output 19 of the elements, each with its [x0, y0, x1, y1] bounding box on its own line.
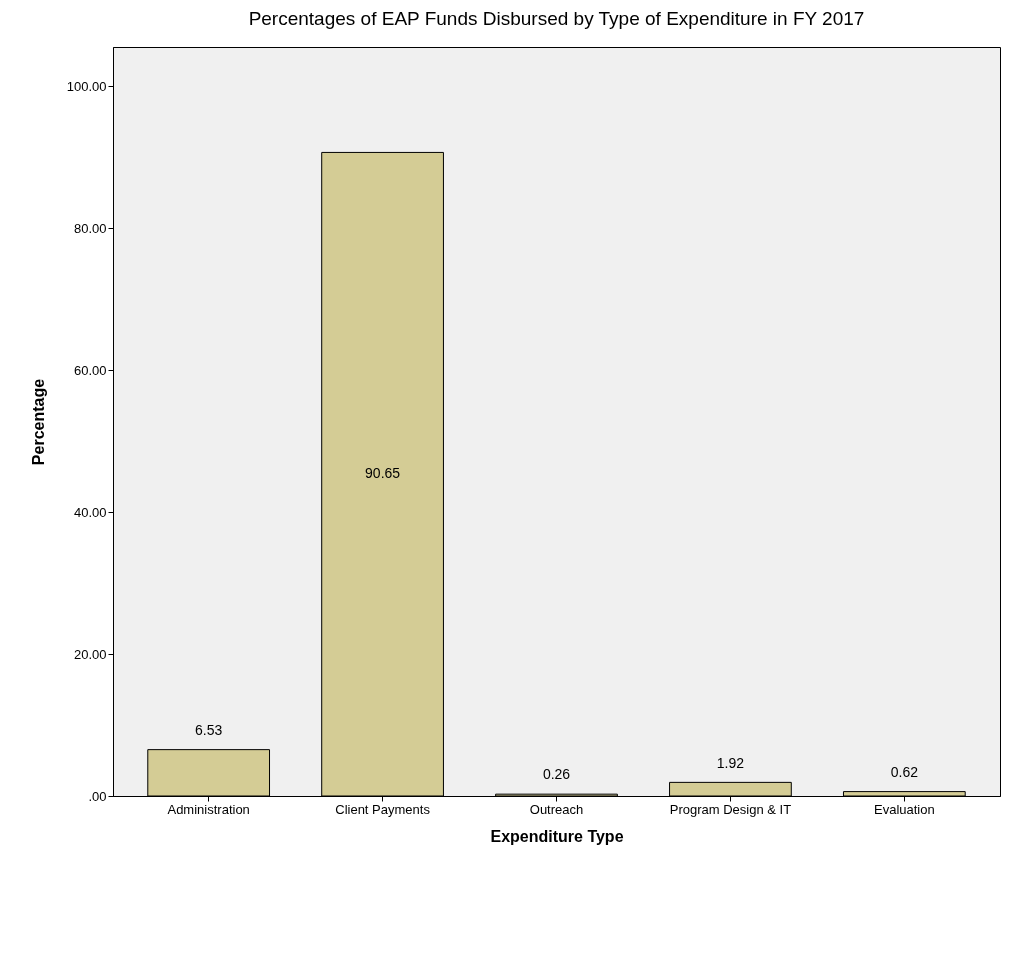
data-label: 90.65 — [365, 465, 401, 482]
y-tick-label: 40.00 — [73, 504, 107, 520]
y-tick-label: 20.00 — [73, 646, 107, 662]
y-tick-label: 100.00 — [66, 78, 107, 94]
x-tick-label: Administration — [167, 801, 250, 817]
y-axis-title: Percentage — [29, 378, 47, 466]
data-label: 0.26 — [542, 766, 571, 783]
data-label: 0.62 — [890, 763, 919, 780]
x-tick-label: Outreach — [529, 801, 584, 817]
x-tick-label: Evaluation — [873, 801, 935, 817]
x-tick-label: Client Payments — [335, 801, 431, 817]
data-label: 1.92 — [716, 754, 745, 771]
data-label: 6.53 — [195, 721, 223, 738]
chart-title: Percentages of EAP Funds Disbursed by Type of Expenditure in FY 2017 — [248, 8, 865, 29]
y-tick-label: .00 — [88, 788, 107, 804]
y-tick-label: 60.00 — [73, 362, 107, 378]
x-axis-title: Expenditure Type — [490, 827, 624, 845]
y-tick-label: 80.00 — [73, 220, 107, 236]
x-tick-label: Program Design & IT — [669, 801, 792, 817]
